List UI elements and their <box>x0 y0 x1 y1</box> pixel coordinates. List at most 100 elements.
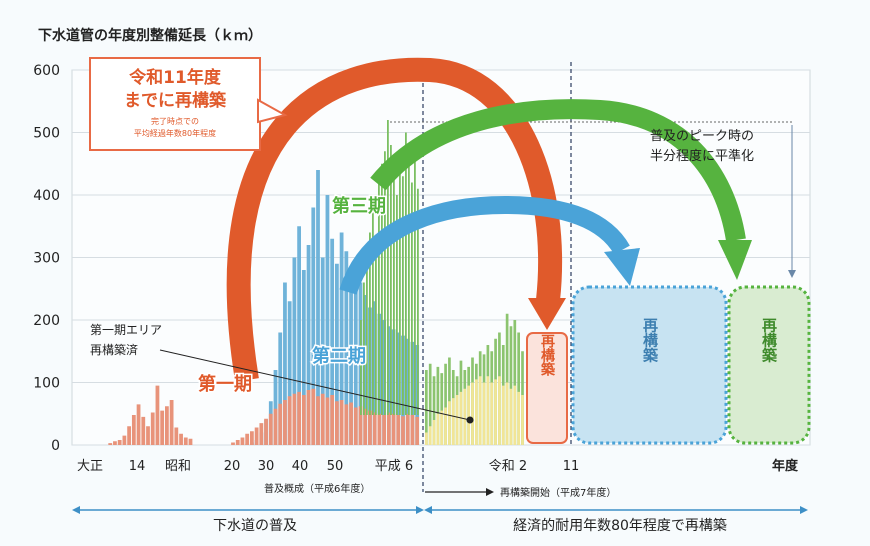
band-right-arrowhead-r <box>800 506 808 514</box>
bar-post-rebuilt <box>505 382 509 445</box>
bar-phase3 <box>417 188 419 415</box>
bar-phase1 <box>278 403 283 445</box>
phase1-area-label2: 再構築済 <box>90 342 138 357</box>
y-tick-label: 400 <box>33 188 60 204</box>
bar-phase1 <box>122 435 127 445</box>
phase1-pointer-dot <box>466 416 474 424</box>
rebuild-red-text: 再構築 <box>539 334 556 377</box>
x-axis-title: 年度 <box>772 458 799 474</box>
x-tick-label: 平成 6 <box>375 459 413 474</box>
green-arrowhead <box>718 240 752 280</box>
bar-post-total <box>436 366 440 445</box>
x-tick-label: 50 <box>327 459 344 474</box>
bar-phase2 <box>330 238 335 445</box>
x-tick-label: 40 <box>292 459 309 474</box>
bar-post-rebuilt <box>448 401 451 445</box>
phase1-pointer-line <box>159 349 471 421</box>
bar-phase2 <box>287 301 292 445</box>
bar-phase3 <box>396 195 398 415</box>
bar-phase1 <box>320 393 325 445</box>
bar-phase2 <box>311 207 316 445</box>
bar-phase1 <box>405 413 410 445</box>
bar-phase3 <box>369 232 371 415</box>
bar-phase3 <box>375 238 377 415</box>
bar-phase1 <box>297 391 301 445</box>
peak-note-line1: 普及のピーク時の <box>650 129 754 144</box>
rebuild-box-blue <box>571 285 728 445</box>
bar-phase1 <box>306 390 311 445</box>
bar-post-rebuilt <box>436 413 440 445</box>
bar-phase3 <box>405 132 407 415</box>
x-tick-label: 14 <box>129 459 146 474</box>
y-tick-label: 600 <box>33 63 60 79</box>
bar-phase2 <box>306 245 311 445</box>
bar-post-rebuilt <box>482 382 486 445</box>
bar-phase2 <box>273 370 278 445</box>
bar-phase2 <box>301 270 306 445</box>
bar-phase3 <box>408 157 410 415</box>
x-axis-ticks: 大正 14 昭和 20 30 40 50 平成 6 令和 2 11 <box>77 459 579 474</box>
bar-post-rebuilt <box>475 379 478 445</box>
bar-phase1 <box>311 388 316 445</box>
bar-phase1 <box>240 437 245 445</box>
bar-phase1 <box>117 440 122 445</box>
bar-phase1 <box>396 415 401 445</box>
bar-phase1 <box>410 415 415 445</box>
bar-phase1 <box>113 441 117 445</box>
rebuild-box-green <box>727 285 811 445</box>
period1-label: 第一期 <box>198 373 252 395</box>
bar-phase1 <box>287 396 292 445</box>
band-right-arrowhead-l <box>424 506 432 514</box>
x-tick-label: 令和 2 <box>489 459 527 474</box>
bar-post-rebuilt <box>521 395 524 445</box>
bar-post-total <box>517 332 520 445</box>
bar-phase1 <box>330 395 335 445</box>
bar-phase2 <box>349 276 353 445</box>
bars-layer <box>108 120 524 445</box>
bar-phase2 <box>283 282 287 445</box>
bar-phase1 <box>335 401 339 445</box>
reiwa-callout-note2: 平均経過年数80年程度 <box>134 128 216 138</box>
rebuild-start-annotation: 再構築開始（平成7年度） <box>500 486 616 499</box>
bar-post-rebuilt <box>455 395 459 445</box>
bar-phase1 <box>349 402 353 445</box>
bar-phase3 <box>378 176 380 415</box>
bar-post-total <box>505 313 509 445</box>
bar-phase3 <box>387 120 389 415</box>
bar-phase1 <box>235 440 240 445</box>
bar-post-rebuilt <box>463 388 467 445</box>
half-peak-arrowhead <box>788 270 796 278</box>
bar-phase3 <box>360 320 362 415</box>
bar-phase1 <box>165 406 169 445</box>
y-axis-ticks: 0 100 200 300 400 500 600 <box>33 63 60 454</box>
bar-post-rebuilt <box>467 385 470 445</box>
bar-phase1 <box>353 407 358 445</box>
bar-phase2 <box>353 288 358 445</box>
rebuild-blue-text: 再構築 <box>641 318 659 364</box>
bar-phase3 <box>363 282 365 415</box>
peak-note-line2: 半分程度に平準化 <box>650 148 754 164</box>
bar-post-total <box>509 326 513 445</box>
bar-phase1 <box>391 413 396 445</box>
red-arrow <box>226 57 563 382</box>
bar-phase2 <box>297 226 301 445</box>
bar-phase2 <box>316 170 320 445</box>
bar-post-total <box>513 320 517 445</box>
bar-phase3 <box>372 201 374 415</box>
bar-phase2 <box>386 326 391 445</box>
bar-post-rebuilt <box>517 391 520 445</box>
bar-phase2 <box>396 332 401 445</box>
bar-post-total <box>428 363 432 445</box>
x-tick-label: 11 <box>563 459 580 474</box>
bar-phase1 <box>183 437 188 445</box>
bar-post-total <box>440 373 444 445</box>
bar-phase1 <box>401 416 405 445</box>
chart-title: 下水道管の年度別整備延長（ｋｍ） <box>38 27 262 44</box>
bar-phase1 <box>273 408 278 445</box>
bar-post-rebuilt <box>509 388 513 445</box>
bar-phase1 <box>264 418 268 445</box>
bar-post-rebuilt <box>451 398 455 445</box>
bar-phase2 <box>339 232 344 445</box>
band-right-label: 経済的耐用年数80年程度で再構築 <box>513 518 727 534</box>
